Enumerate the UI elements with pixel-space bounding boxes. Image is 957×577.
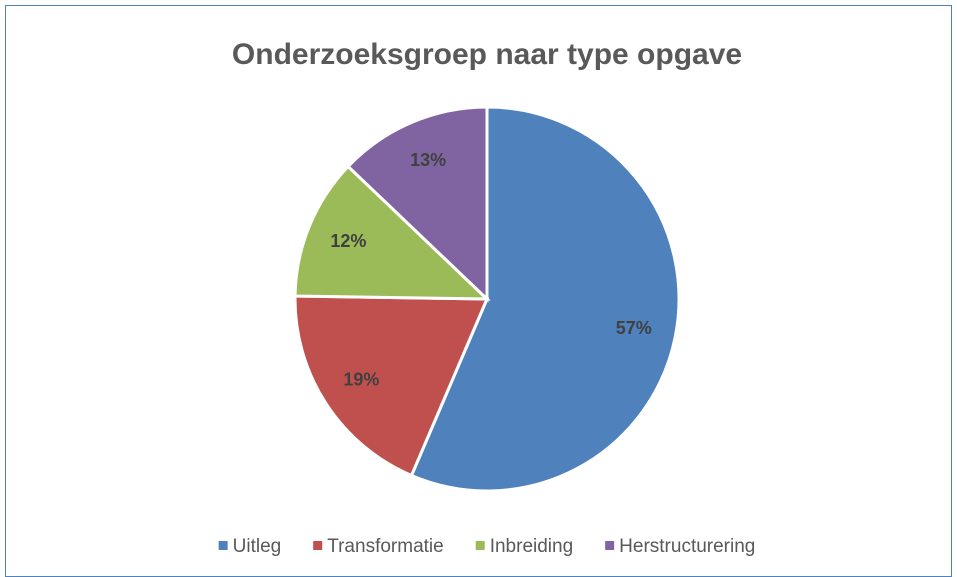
- pie-slice: [293, 164, 491, 301]
- legend-swatch: [605, 541, 615, 550]
- legend-label: Inbreiding: [490, 536, 573, 557]
- data-label: 13%: [410, 150, 446, 170]
- pie-slice: [293, 294, 490, 478]
- data-label: 57%: [616, 318, 652, 338]
- data-label: 19%: [343, 369, 379, 389]
- legend-label: Herstructurering: [619, 536, 755, 557]
- data-label: 12%: [330, 231, 366, 251]
- pie-slice: [409, 105, 681, 493]
- chart-title: Onderzoeksgroep naar type opgave: [232, 38, 742, 71]
- pie-slice: [345, 105, 489, 303]
- legend-swatch: [218, 541, 228, 550]
- legend-swatch: [475, 541, 485, 550]
- legend-label: Transformatie: [327, 536, 444, 557]
- legend-swatch: [313, 541, 323, 550]
- legend-label: Uitleg: [233, 536, 282, 557]
